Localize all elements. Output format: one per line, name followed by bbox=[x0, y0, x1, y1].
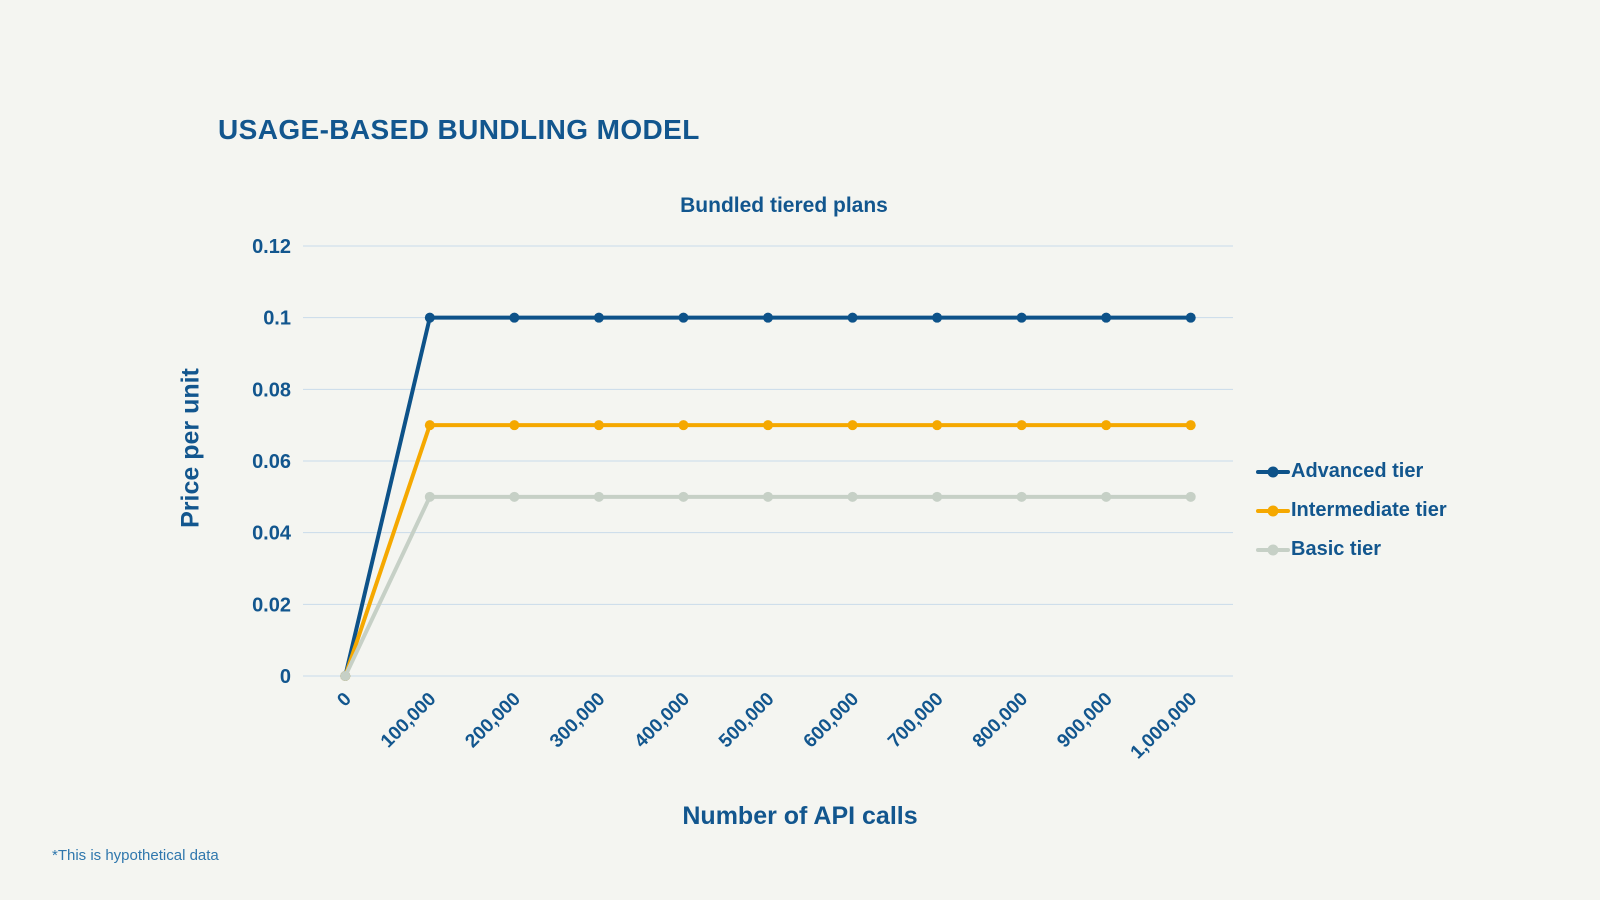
legend-label: Intermediate tier bbox=[1291, 499, 1447, 521]
point-basic-tier bbox=[932, 491, 943, 502]
legend-marker-icon bbox=[1267, 466, 1279, 477]
x-tick-label: 100,000 bbox=[377, 689, 440, 752]
x-tick-label: 300,000 bbox=[546, 689, 609, 752]
point-advanced-tier bbox=[593, 312, 604, 323]
x-tick-label: 700,000 bbox=[884, 689, 947, 752]
y-tick-label: 0.02 bbox=[252, 594, 291, 616]
legend-item-intermediate-tier: Intermediate tier bbox=[1256, 491, 1447, 530]
point-intermediate-tier bbox=[509, 420, 520, 431]
point-basic-tier bbox=[1016, 491, 1027, 502]
point-basic-tier bbox=[593, 491, 604, 502]
point-basic-tier bbox=[1101, 491, 1112, 502]
point-intermediate-tier bbox=[1185, 420, 1196, 431]
point-intermediate-tier bbox=[593, 420, 604, 431]
points-basic-tier bbox=[340, 491, 1196, 681]
legend-label: Basic tier bbox=[1291, 538, 1382, 560]
x-tick-label: 500,000 bbox=[715, 689, 778, 752]
point-intermediate-tier bbox=[424, 420, 435, 431]
legend-label: Advanced tier bbox=[1291, 460, 1424, 482]
chart-legend: Advanced tier Intermediate tier Basic tier bbox=[1256, 452, 1447, 569]
chart-title: Bundled tiered plans bbox=[680, 194, 888, 217]
point-advanced-tier bbox=[678, 312, 689, 323]
point-advanced-tier bbox=[847, 312, 858, 323]
line-basic-tier bbox=[343, 494, 1193, 678]
point-basic-tier bbox=[509, 491, 520, 502]
x-tick-label: 600,000 bbox=[800, 689, 863, 752]
point-intermediate-tier bbox=[763, 420, 773, 431]
x-tick-label: 0 bbox=[333, 689, 355, 711]
legend-swatch-advanced-tier bbox=[1256, 466, 1290, 477]
point-basic-tier bbox=[678, 491, 689, 502]
point-basic-tier bbox=[424, 491, 435, 502]
y-tick-label: 0.08 bbox=[252, 379, 291, 401]
points-intermediate-tier bbox=[340, 420, 1196, 681]
point-intermediate-tier bbox=[678, 420, 689, 431]
point-basic-tier bbox=[340, 671, 351, 681]
point-basic-tier bbox=[847, 491, 858, 502]
point-intermediate-tier bbox=[932, 420, 943, 431]
y-tick-label: 0 bbox=[280, 666, 291, 688]
point-advanced-tier bbox=[763, 312, 773, 323]
point-advanced-tier bbox=[1185, 312, 1196, 323]
point-intermediate-tier bbox=[1016, 420, 1027, 431]
y-tick-label: 0.1 bbox=[263, 308, 291, 330]
x-tick-label: 400,000 bbox=[631, 689, 694, 752]
point-advanced-tier bbox=[509, 312, 520, 323]
y-tick-label: 0.04 bbox=[252, 523, 292, 545]
x-tick-label: 800,000 bbox=[969, 689, 1032, 752]
page-title: USAGE-BASED BUNDLING MODEL bbox=[218, 114, 700, 145]
legend-marker-icon bbox=[1267, 544, 1279, 555]
point-advanced-tier bbox=[932, 312, 943, 323]
y-tick-label: 0.12 bbox=[252, 236, 291, 258]
gridlines bbox=[303, 245, 1233, 677]
x-axis-tick-labels: 0 100,000 200,000 300,000 400,000 500,000 600,… bbox=[333, 689, 1201, 764]
legend-marker-icon bbox=[1267, 505, 1279, 516]
point-basic-tier bbox=[763, 491, 773, 502]
y-tick-label: 0.06 bbox=[252, 451, 291, 473]
legend-swatch-intermediate-tier bbox=[1256, 505, 1290, 516]
point-advanced-tier bbox=[1016, 312, 1027, 323]
point-basic-tier bbox=[1185, 491, 1196, 502]
legend-item-advanced-tier: Advanced tier bbox=[1256, 452, 1447, 491]
legend-swatch-basic-tier bbox=[1256, 544, 1290, 555]
point-advanced-tier bbox=[424, 312, 435, 323]
y-axis-tick-labels: 0 0.02 0.04 0.06 0.08 0.1 0.12 bbox=[252, 236, 292, 688]
line-intermediate-tier bbox=[343, 423, 1193, 678]
footnote: *This is hypothetical data bbox=[52, 847, 219, 864]
x-tick-label: 900,000 bbox=[1053, 689, 1116, 752]
point-intermediate-tier bbox=[847, 420, 858, 431]
x-tick-label: 200,000 bbox=[461, 689, 524, 752]
x-axis-title: Number of API calls bbox=[682, 802, 918, 830]
legend-item-basic-tier: Basic tier bbox=[1256, 530, 1447, 569]
point-advanced-tier bbox=[1101, 312, 1112, 323]
x-tick-label: 1,000,000 bbox=[1127, 689, 1202, 764]
point-intermediate-tier bbox=[1101, 420, 1112, 431]
